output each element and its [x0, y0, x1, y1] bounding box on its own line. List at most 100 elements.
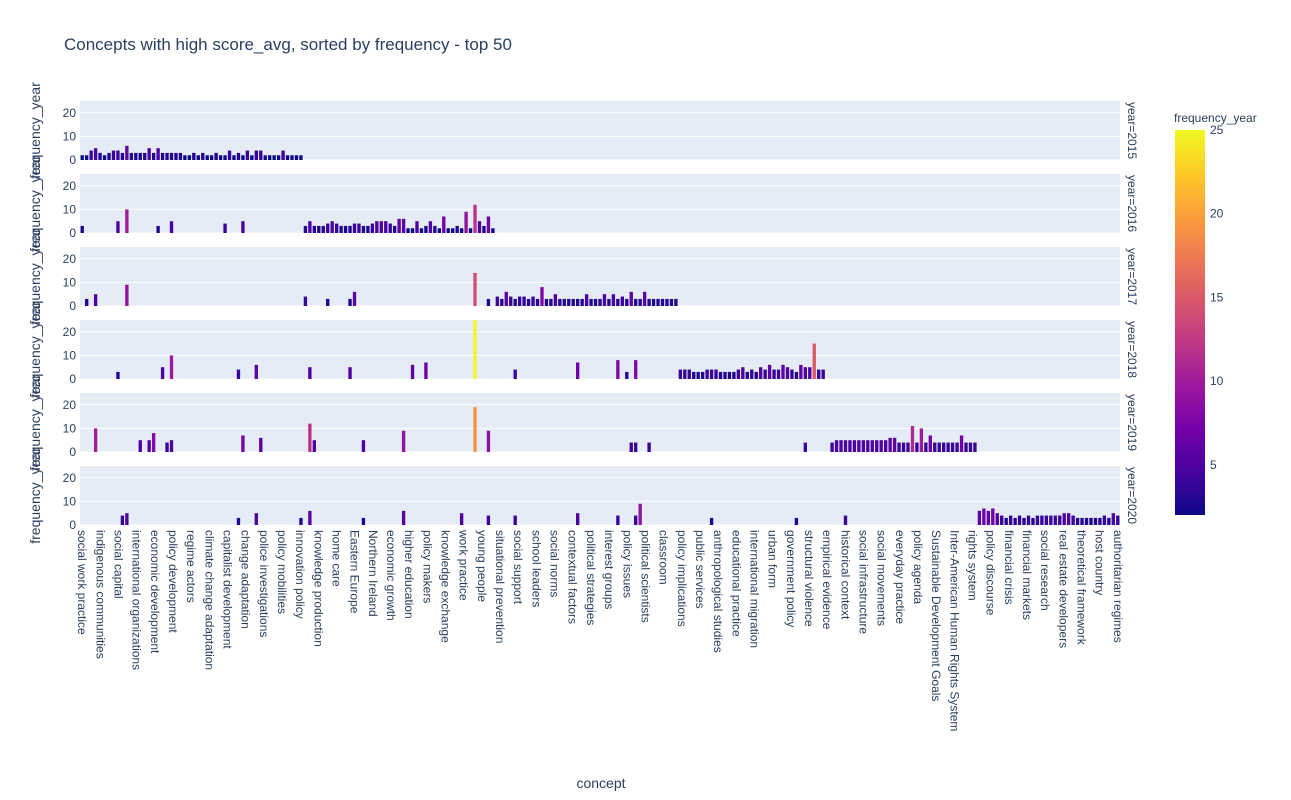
bar: [491, 228, 495, 233]
bar: [138, 440, 142, 452]
y-tick-label: 0: [69, 226, 76, 240]
bar: [241, 435, 245, 452]
bar: [576, 298, 580, 306]
bar: [241, 221, 245, 233]
bar: [763, 369, 767, 379]
bar: [1026, 515, 1031, 525]
bar: [651, 298, 656, 306]
x-tick-label: policy makers: [420, 530, 434, 603]
bar: [888, 437, 892, 452]
y-tick-label: 0: [69, 372, 76, 386]
bar: [410, 228, 415, 233]
bar: [102, 155, 107, 160]
bar: [299, 155, 303, 160]
bar: [379, 221, 383, 233]
colorbar-tick-label: 10: [1210, 374, 1224, 388]
bar: [473, 407, 477, 452]
bar: [401, 218, 406, 233]
x-tick-label: police investigations: [257, 530, 271, 637]
bar: [718, 371, 723, 379]
bar: [897, 442, 901, 452]
bar: [107, 152, 111, 160]
bar: [1049, 515, 1053, 525]
bar: [544, 298, 549, 306]
x-tick-label: indigenous communities: [93, 530, 107, 659]
y-tick-label: 20: [63, 106, 77, 120]
bar: [616, 298, 620, 306]
bar: [1080, 517, 1084, 525]
bar: [348, 367, 352, 379]
bar: [598, 298, 602, 306]
bar: [790, 369, 794, 379]
bar: [781, 364, 785, 379]
bar: [326, 223, 330, 233]
bar: [942, 442, 946, 452]
x-tick-label: empirical evidence: [820, 530, 834, 630]
bar: [968, 442, 973, 452]
bar: [741, 367, 745, 379]
bar: [1093, 517, 1098, 525]
x-tick-label: work practice: [457, 529, 471, 601]
x-tick-label: young people: [475, 530, 489, 602]
bar: [1062, 513, 1066, 525]
colorbar-tick-label: 25: [1210, 123, 1224, 137]
y-tick-label: 0: [69, 445, 76, 459]
bar: [727, 371, 732, 379]
bar: [576, 513, 580, 525]
bar: [937, 442, 941, 452]
bar: [924, 442, 928, 452]
bar: [767, 364, 772, 379]
plot-background: [80, 174, 1120, 233]
x-tick-label: real estate developers: [1056, 530, 1070, 648]
bar: [973, 442, 977, 452]
facet-panel: 0 10 20 year=2020: [63, 466, 1139, 532]
bar: [473, 320, 477, 379]
bar: [201, 152, 205, 160]
x-tick-label: structural violence: [802, 530, 816, 627]
bar: [553, 294, 558, 306]
bar: [1040, 515, 1044, 525]
bar: [928, 435, 932, 452]
x-tick-label: Northern Ireland: [366, 530, 380, 617]
bar: [129, 152, 134, 160]
x-tick-label: anthropological studies: [711, 530, 725, 653]
bar: [85, 298, 89, 306]
bar: [370, 223, 375, 233]
bar: [169, 221, 174, 233]
bar: [1098, 517, 1102, 525]
bar: [116, 221, 120, 233]
bar: [241, 155, 245, 160]
bar: [593, 298, 598, 306]
bar: [134, 152, 138, 160]
bar: [263, 155, 267, 160]
x-tick-label: higher education: [402, 530, 416, 619]
bar: [401, 430, 406, 452]
bar: [120, 152, 125, 160]
x-tick-label: financial markets: [1020, 530, 1034, 620]
bar: [821, 369, 825, 379]
bar: [1053, 515, 1057, 525]
bar: [950, 442, 955, 452]
bar: [946, 442, 950, 452]
bar: [857, 440, 861, 452]
facet-panel: 0 10 20 year=2017: [63, 247, 1139, 313]
bar: [982, 508, 986, 525]
x-tick-label: policy agenda: [911, 530, 925, 604]
facet-label: year=2020: [1125, 467, 1139, 524]
bar: [210, 155, 214, 160]
bar: [513, 298, 517, 306]
x-tick-label: social work practice: [75, 530, 89, 635]
bar: [919, 428, 924, 452]
bar: [535, 298, 540, 306]
bar: [1066, 513, 1071, 525]
bar: [696, 371, 700, 379]
bar: [799, 364, 803, 379]
x-tick-label: policy mobilities: [275, 530, 289, 614]
bar: [254, 364, 258, 379]
bar: [459, 513, 464, 525]
bar: [754, 371, 758, 379]
bar: [964, 442, 968, 452]
bar: [531, 296, 535, 306]
bar: [477, 221, 482, 233]
colorbar-ticks: 5 10 15 20 25: [1210, 123, 1224, 472]
